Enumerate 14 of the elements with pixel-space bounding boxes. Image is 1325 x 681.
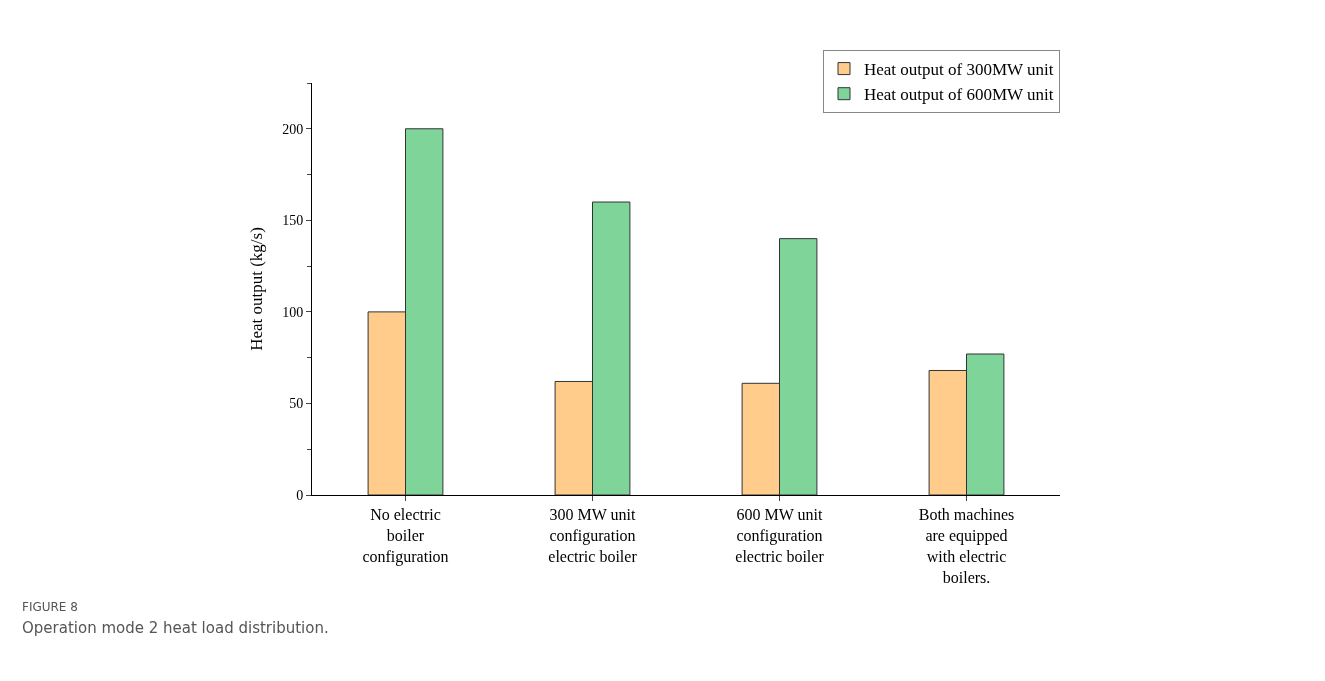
x-tick-label: 300 MW unit configuration electric boiler bbox=[548, 506, 638, 565]
y-tick-label: 150 bbox=[282, 213, 304, 229]
caption: FIGURE 8 bbox=[22, 600, 78, 614]
x-tick-label: Both machines are equipped with electric boilers. bbox=[918, 506, 1015, 586]
text: Operation mode 2 heat load distribution. bbox=[22, 619, 329, 637]
legend-label: Heat output of 600MW unit bbox=[864, 85, 1054, 105]
y-axis-title: Heat output (kg/s) bbox=[246, 227, 266, 351]
x-tick-label: 600 MW unit configuration electric boiler bbox=[735, 506, 825, 565]
legend-label: Heat output of 300MW unit bbox=[864, 60, 1054, 80]
y-tick-label: 200 bbox=[282, 121, 304, 137]
y-tick-label: 50 bbox=[289, 396, 304, 412]
y-tick-label: 0 bbox=[296, 487, 304, 503]
y-tick-label: 100 bbox=[282, 304, 304, 320]
x-tick-label: No electric boiler configuration bbox=[362, 506, 449, 566]
